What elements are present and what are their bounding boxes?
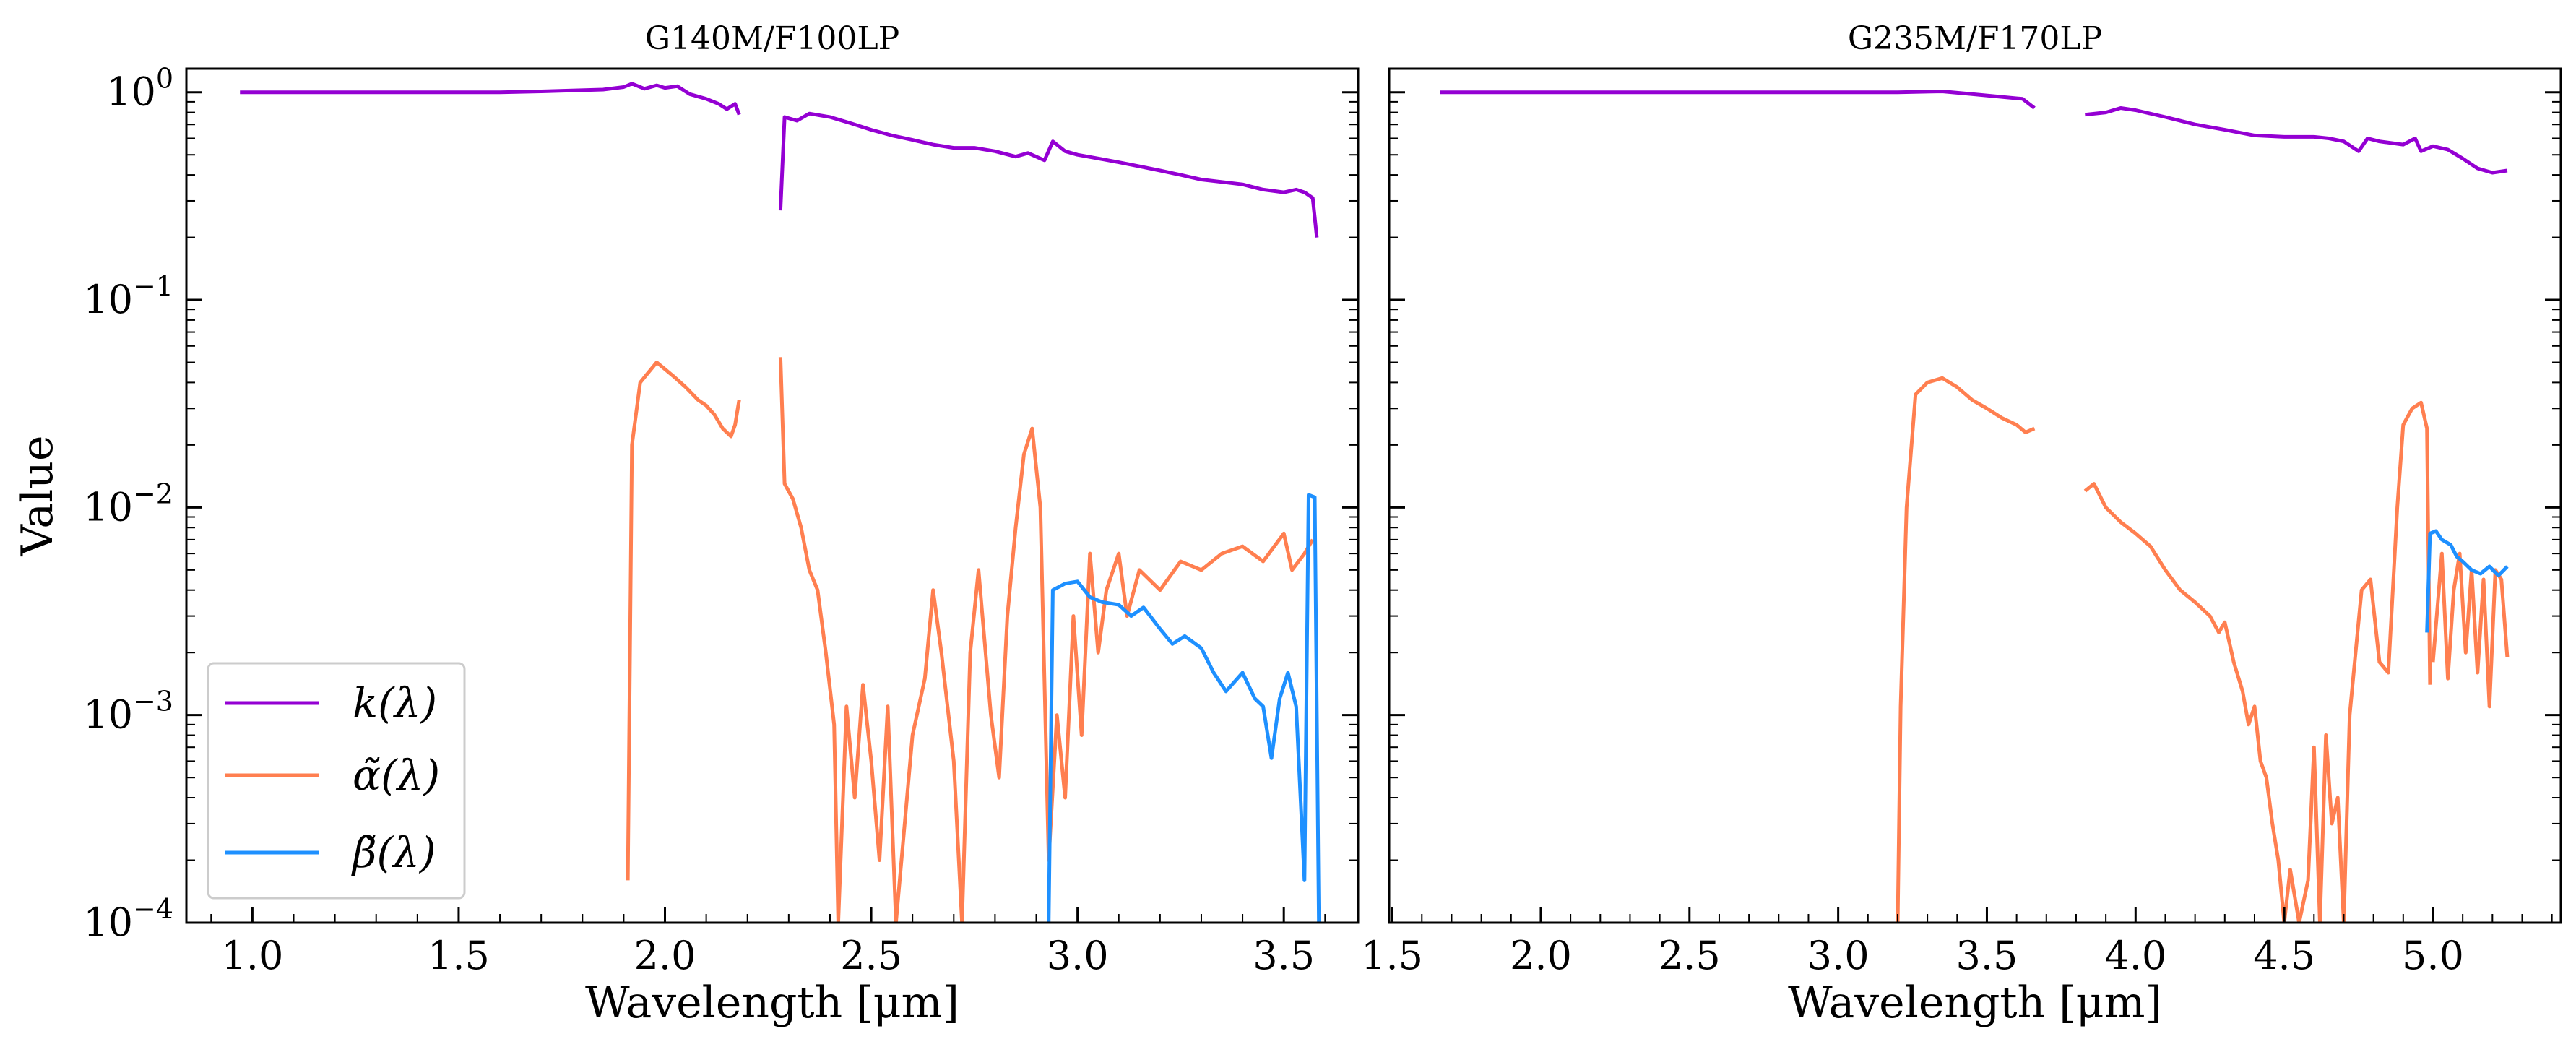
series-line	[778, 357, 1315, 923]
x-tick-label: 2.5	[1659, 933, 1721, 978]
y-tick-label: 10−4	[83, 893, 173, 945]
legend-label-k: k(λ)	[353, 678, 437, 728]
panel-title: G235M/F170LP	[1848, 20, 2102, 57]
x-tick-label: 1.5	[1361, 933, 1423, 978]
x-axis-label: Wavelength [μm]	[1788, 978, 2162, 1028]
x-axis-label: Wavelength [μm]	[585, 978, 959, 1028]
x-tick-label: 1.5	[428, 933, 490, 978]
x-tick-label: 2.0	[1510, 933, 1572, 978]
series-line	[2425, 529, 2509, 633]
x-tick-label: 3.0	[1047, 933, 1109, 978]
axis-ticks: 1.5 2.0 2.5 3.0 3.5 4.0 4.5 5.0	[1361, 91, 2561, 978]
series-line	[1896, 376, 2036, 923]
series-line	[1440, 90, 2036, 110]
y-tick-label: 100	[106, 63, 173, 115]
x-tick-label: 4.0	[2104, 933, 2166, 978]
series-line	[240, 82, 741, 116]
y-tick-label: 10−3	[83, 686, 173, 738]
series-line	[626, 361, 741, 881]
legend-frame	[207, 662, 466, 900]
chart-panel-g235m: G235M/F170LP 1.5 2.0 2.5 3.0 3.5 4.0 4.5 5.0 Wa…	[1361, 20, 2562, 1028]
legend-label-alpha: α̃(λ)	[353, 751, 440, 800]
x-tick-label: 2.5	[840, 933, 902, 978]
y-tick-label: 10−2	[83, 478, 173, 530]
series-line	[1047, 493, 1321, 923]
plot-frame	[1388, 67, 2562, 924]
x-tick-label: 3.5	[1253, 933, 1315, 978]
plot-frame	[185, 67, 1360, 924]
x-tick-label: 2.0	[634, 933, 696, 978]
plot-lines	[240, 82, 1321, 923]
axis-ticks: 1.0 1.5 2.0 2.5 3.0 3.5 10−4 10−3 10−2 10−1 100	[83, 63, 1358, 978]
series-line	[2085, 106, 2508, 175]
y-axis-label: Value	[12, 436, 63, 557]
series-line	[2431, 551, 2510, 709]
x-tick-label: 3.0	[1807, 933, 1870, 978]
series-line	[2083, 400, 2432, 923]
x-tick-label: 4.5	[2253, 933, 2315, 978]
y-tick-label: 10−1	[83, 270, 173, 322]
x-tick-label: 1.0	[221, 933, 283, 978]
plot-lines	[1440, 90, 2510, 923]
chart-panel-g140m: G140M/F100LP 1.0 1.5 2.0 2.5 3.0 3.510−410−31…	[12, 20, 1360, 1028]
series-line	[778, 111, 1319, 238]
panel-title: G140M/F100LP	[645, 20, 899, 57]
legend-label-beta: β̃(λ)	[351, 828, 436, 877]
x-tick-label: 5.0	[2402, 933, 2464, 978]
x-tick-label: 3.5	[1956, 933, 2018, 978]
legend: k(λ) α̃(λ) β̃(λ)	[207, 662, 466, 900]
